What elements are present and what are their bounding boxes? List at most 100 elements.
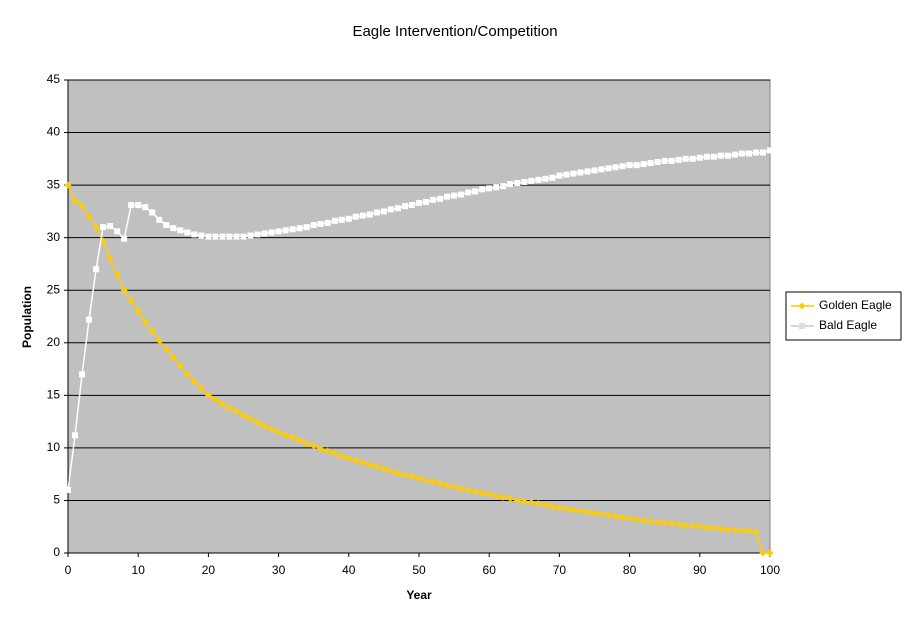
marker — [485, 490, 493, 498]
marker — [633, 162, 640, 169]
marker — [703, 153, 710, 160]
marker — [64, 181, 72, 189]
chart-title: Eagle Intervention/Competition — [352, 23, 557, 40]
marker — [458, 191, 465, 198]
marker — [710, 153, 717, 160]
x-tick-label: 0 — [65, 563, 72, 577]
marker — [128, 202, 135, 209]
marker — [513, 496, 521, 504]
marker — [562, 505, 570, 513]
marker — [184, 229, 191, 236]
marker — [261, 230, 268, 237]
marker — [423, 198, 430, 205]
marker — [464, 486, 472, 494]
marker — [745, 527, 753, 535]
marker — [247, 232, 254, 239]
marker — [141, 318, 149, 326]
marker — [240, 233, 247, 240]
marker — [527, 499, 535, 507]
plot-area — [67, 79, 771, 554]
y-tick-label: 35 — [47, 177, 61, 191]
marker — [79, 371, 86, 378]
x-tick-label: 80 — [623, 563, 637, 577]
marker — [394, 205, 401, 212]
marker — [479, 186, 486, 193]
marker — [240, 411, 247, 419]
legend-label: Bald Eagle — [819, 318, 877, 332]
marker — [478, 489, 486, 497]
marker — [556, 172, 563, 179]
marker — [282, 227, 289, 234]
marker — [93, 266, 100, 273]
marker — [135, 202, 142, 209]
marker — [107, 223, 114, 230]
marker — [549, 174, 556, 181]
marker — [359, 459, 367, 467]
marker — [745, 150, 752, 157]
marker — [703, 524, 711, 532]
marker — [619, 513, 627, 521]
x-axis-title: Year — [406, 588, 432, 602]
marker — [120, 286, 128, 294]
marker — [366, 211, 373, 218]
marker — [380, 465, 388, 473]
marker — [766, 549, 774, 557]
marker — [352, 457, 360, 465]
x-tick-label: 70 — [553, 563, 567, 577]
marker — [331, 449, 339, 457]
marker — [654, 158, 661, 165]
marker — [798, 302, 806, 310]
marker — [78, 202, 86, 210]
marker — [626, 514, 634, 522]
marker — [471, 488, 479, 496]
marker — [731, 526, 739, 534]
marker — [282, 431, 290, 439]
marker — [296, 225, 303, 232]
marker — [514, 180, 521, 187]
marker — [752, 149, 759, 156]
marker — [148, 327, 156, 335]
marker — [668, 520, 676, 528]
marker — [218, 400, 226, 408]
marker — [569, 506, 577, 514]
marker — [156, 216, 163, 223]
y-tick-label: 5 — [53, 493, 60, 507]
marker — [450, 483, 458, 491]
marker — [296, 437, 304, 445]
y-tick-label: 20 — [47, 335, 61, 349]
marker — [268, 229, 275, 236]
marker — [177, 227, 184, 234]
marker — [731, 151, 738, 158]
marker — [162, 345, 170, 353]
marker — [528, 177, 535, 184]
marker — [506, 494, 514, 502]
marker — [331, 217, 338, 224]
x-tick-label: 100 — [760, 563, 780, 577]
marker — [542, 175, 549, 182]
x-tick-label: 30 — [272, 563, 286, 577]
marker — [212, 233, 219, 240]
marker — [457, 485, 465, 493]
marker — [598, 510, 606, 518]
x-tick-label: 60 — [483, 563, 497, 577]
marker — [233, 233, 240, 240]
marker — [219, 233, 226, 240]
marker — [598, 166, 605, 173]
marker — [113, 270, 121, 278]
marker — [591, 167, 598, 174]
marker — [149, 209, 156, 216]
marker — [359, 212, 366, 219]
marker — [65, 486, 71, 493]
marker — [345, 454, 353, 462]
marker — [183, 370, 191, 378]
marker — [443, 482, 451, 490]
marker — [626, 162, 633, 169]
marker — [576, 507, 584, 515]
marker — [163, 222, 170, 229]
marker — [387, 206, 394, 213]
marker — [640, 516, 648, 524]
marker — [232, 407, 240, 415]
marker — [465, 189, 472, 196]
marker — [507, 181, 514, 188]
marker — [275, 428, 283, 436]
